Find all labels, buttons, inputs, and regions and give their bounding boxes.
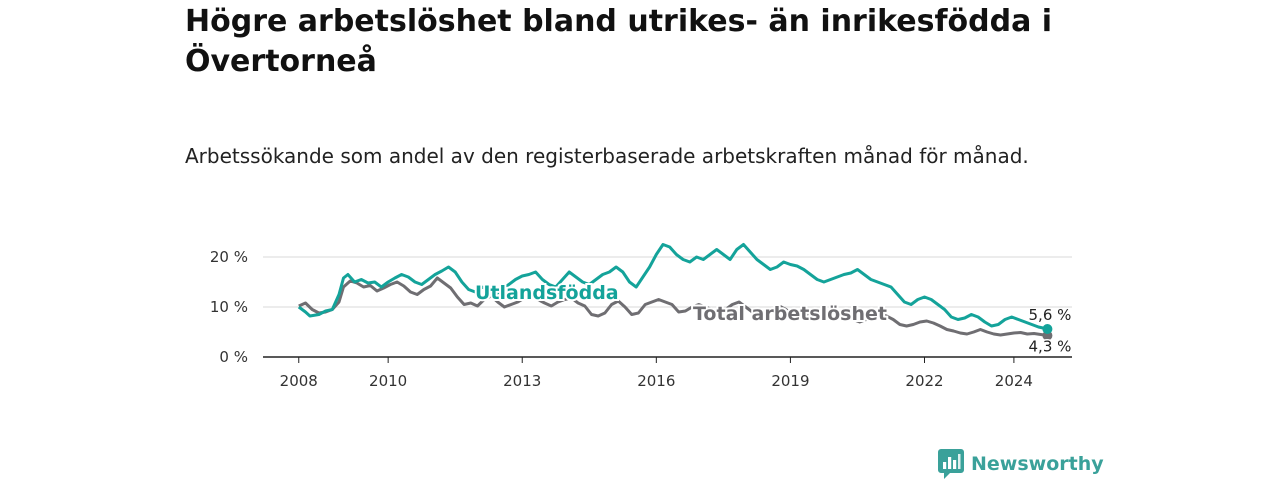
page-title: Högre arbetslöshet bland utrikes- än inr…	[185, 4, 1053, 79]
series-line-utlandsfodda	[297, 243, 1048, 331]
page-subtitle: Arbetssökande som andel av den registerb…	[185, 144, 1029, 168]
y-tick-label: 20 %	[210, 248, 248, 266]
x-tick-label: 2013	[503, 372, 541, 390]
series-label-utlandsfodda: Utlandsfödda	[475, 282, 619, 304]
brand-name: Newsworthy	[971, 453, 1104, 475]
x-tick-label: 2016	[637, 372, 675, 390]
x-tick-label: 2008	[280, 372, 318, 390]
end-point-utlandsfodda	[1042, 324, 1053, 334]
newsworthy-logo-icon	[938, 449, 964, 479]
x-tick-label: 2024	[995, 372, 1033, 390]
series-line-total	[298, 276, 1048, 337]
x-tick-label: 2022	[905, 372, 943, 390]
end-label-total: 4,3 %	[1029, 338, 1072, 356]
y-tick-label: 10 %	[210, 298, 248, 316]
x-tick-label: 2019	[771, 372, 809, 390]
newsworthy-brand: Newsworthy	[938, 449, 1104, 479]
y-tick-label: 0 %	[219, 348, 248, 366]
end-label-utlandsfodda: 5,6 %	[1029, 306, 1072, 324]
x-tick-label: 2010	[369, 372, 407, 390]
series-label-total: Total arbetslöshet	[693, 303, 887, 325]
